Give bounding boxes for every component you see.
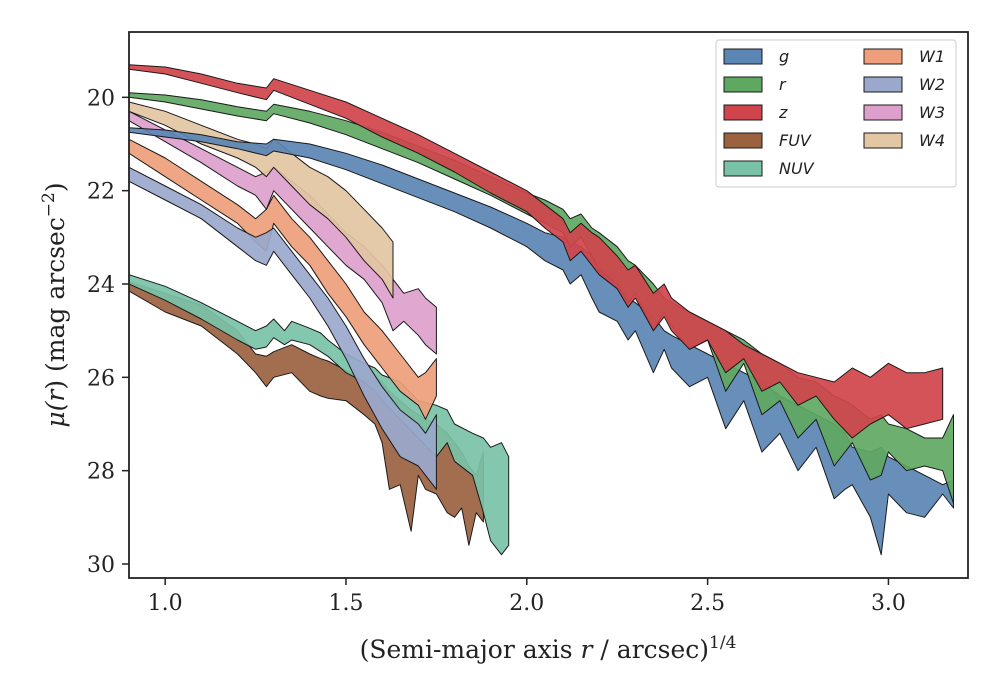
x-axis: 1.0 1.5 2.0 2.5 3.0 (148, 578, 906, 616)
series-layer (129, 64, 954, 556)
x-tick-label: 1.5 (328, 591, 363, 616)
legend-swatch-r (723, 76, 763, 93)
legend-label-z: z (778, 103, 788, 122)
legend-label-w4: W4 (919, 131, 945, 150)
y-tick-label: 30 (87, 553, 115, 578)
legend-label-w1: W1 (919, 47, 945, 66)
y-tick-label: 20 (87, 86, 115, 111)
legend-swatch-w3 (863, 104, 903, 121)
y-tick-label: 24 (87, 273, 115, 298)
y-axis: 20 22 24 26 28 30 (87, 86, 129, 578)
legend-swatch-z (723, 104, 763, 121)
legend: grz FUV NUV W1 W2 W3 W4 (715, 39, 957, 188)
legend-swatch-nuv (723, 160, 763, 177)
legend-label-r: r (779, 75, 787, 94)
x-tick-label: 3.0 (871, 591, 906, 616)
legend-swatch-g (723, 48, 763, 65)
y-tick-label: 26 (87, 366, 115, 391)
x-tick-label: 2.0 (509, 591, 544, 616)
legend-swatch-fuv (723, 132, 763, 149)
legend-label-g: g (779, 47, 789, 66)
legend-swatch-w4 (863, 132, 903, 149)
legend-label-w3: W3 (919, 103, 945, 122)
y-axis-title: μ(r) (mag arcsec−2) (39, 182, 70, 427)
legend-label-fuv: FUV (779, 131, 812, 150)
legend-label-nuv: NUV (779, 159, 815, 178)
series-band-fuv (129, 281, 484, 546)
legend-swatch-w1 (863, 48, 903, 65)
x-axis-title: (Semi-major axis r / arcsec)1/4 (360, 633, 737, 664)
series-band-nuv (129, 274, 510, 556)
legend-swatch-w2 (863, 76, 903, 93)
y-tick-label: 28 (87, 460, 115, 485)
plot-frame (128, 31, 969, 579)
legend-label-w2: W2 (919, 75, 945, 94)
x-tick-label: 1.0 (148, 591, 183, 616)
series-band-w2 (129, 166, 437, 490)
x-tick-label: 2.5 (690, 591, 725, 616)
y-tick-label: 22 (87, 180, 115, 205)
series-band-z (129, 64, 944, 439)
